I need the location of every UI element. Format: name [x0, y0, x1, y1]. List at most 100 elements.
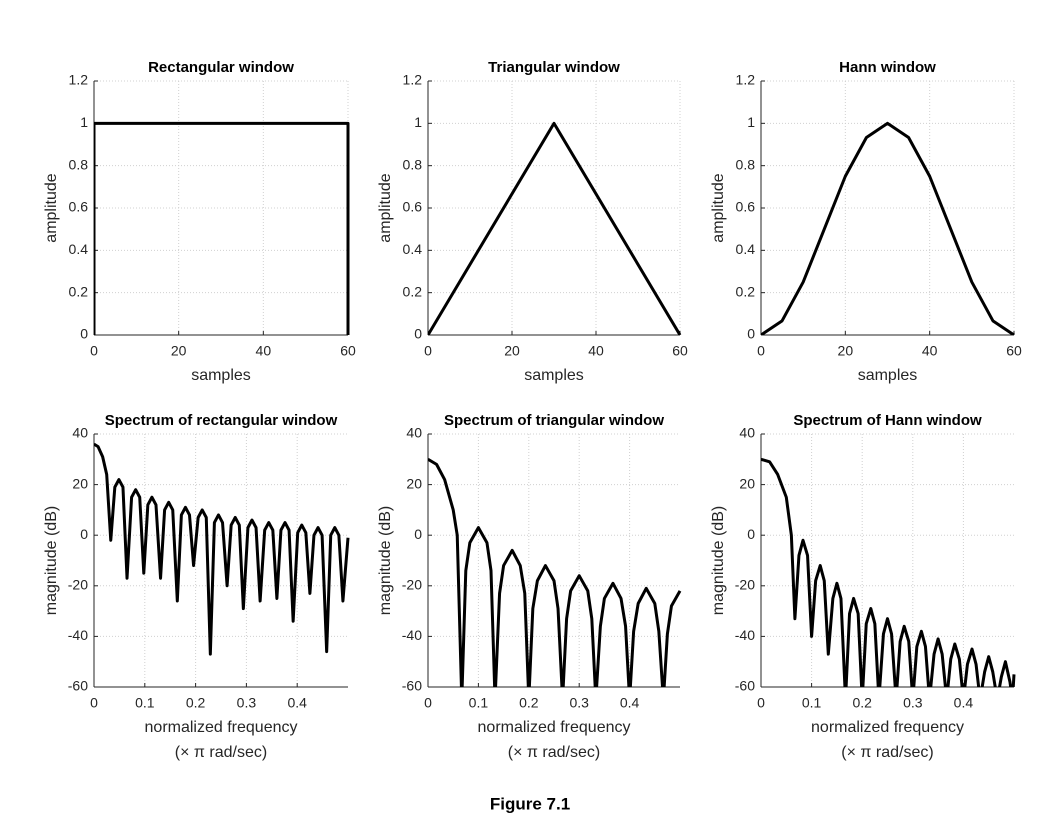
data-line: [428, 458, 682, 687]
y-tick-label: -20: [402, 577, 422, 593]
y-tick-label: -60: [402, 678, 422, 694]
y-axis-label: amplitude: [710, 173, 727, 242]
x-tick-label: 40: [922, 343, 938, 359]
y-tick-label: 0.6: [403, 199, 423, 215]
x-axis-label: samples: [858, 367, 918, 384]
subplot: 0 0.2 0.4 0.6 0.8 1 1.2 0 20 40 60 Triangular windo…: [377, 59, 688, 384]
y-tick-label: 20: [739, 475, 755, 491]
y-tick-label: 0: [747, 526, 755, 542]
subplot: -60 -40 -20 0 20 40 0 0.1 0.2 0.3 0.4 Spectrum of r…: [43, 412, 350, 761]
y-axis-label: magnitude (dB): [43, 506, 60, 615]
y-tick-label: 0: [414, 326, 422, 342]
x-tick-label: 0.2: [519, 695, 539, 711]
x-tick-label: 0.1: [135, 695, 155, 711]
data-line: [428, 121, 682, 335]
y-axis-label: magnitude (dB): [710, 506, 727, 615]
y-tick-label: 0.4: [736, 241, 756, 257]
y-tick-label: 40: [406, 425, 422, 441]
subplot: 0 0.2 0.4 0.6 0.8 1 1.2 0 20 40 60 Rectangular wind…: [43, 59, 356, 384]
y-tick-label: 20: [72, 475, 88, 491]
x-tick-label: 60: [340, 343, 356, 359]
y-tick-label: 0.4: [69, 241, 89, 257]
x-tick-label: 0.2: [852, 695, 872, 711]
y-tick-label: 0: [80, 526, 88, 542]
x-axis-label: normalized frequency: [145, 719, 298, 736]
y-tick-label: 1.2: [69, 72, 89, 88]
y-tick-label: -60: [68, 678, 88, 694]
y-tick-label: 1: [414, 114, 422, 130]
x-tick-label: 20: [838, 343, 854, 359]
x-tick-label: 0: [90, 343, 98, 359]
y-axis-label: amplitude: [377, 173, 394, 242]
chart-title: Spectrum of Hann window: [793, 412, 982, 429]
figure-caption: Figure 7.1: [490, 794, 570, 813]
y-tick-label: 0.6: [736, 199, 756, 215]
y-tick-label: 0.2: [69, 283, 89, 299]
x-tick-label: 0.3: [903, 695, 923, 711]
y-tick-label: 20: [406, 475, 422, 491]
y-tick-label: -20: [68, 577, 88, 593]
data-line: [761, 457, 1016, 687]
x-tick-label: 40: [256, 343, 272, 359]
x-tick-label: 60: [1006, 343, 1022, 359]
x-axis-label: samples: [524, 367, 584, 384]
x-axis-label: normalized frequency: [811, 719, 964, 736]
x-tick-label: 0: [424, 343, 432, 359]
y-tick-label: 0: [747, 326, 755, 342]
y-tick-label: 0.4: [403, 241, 423, 257]
y-tick-label: -40: [735, 627, 755, 643]
x-axis-label: (× π rad/sec): [175, 744, 267, 761]
y-tick-label: 1.2: [736, 72, 756, 88]
x-axis-label: (× π rad/sec): [841, 744, 933, 761]
data-line: [94, 442, 350, 656]
x-tick-label: 0: [90, 695, 98, 711]
subplot: 0 0.2 0.4 0.6 0.8 1 1.2 0 20 40 60 Hann window sampl…: [710, 59, 1022, 384]
x-tick-label: 0.3: [569, 695, 589, 711]
subplot: -60 -40 -20 0 20 40 0 0.1 0.2 0.3 0.4 Spectrum of t…: [377, 412, 682, 761]
y-tick-label: 0: [414, 526, 422, 542]
x-tick-label: 40: [588, 343, 604, 359]
y-tick-label: 0.8: [69, 156, 89, 172]
x-tick-label: 0: [424, 695, 432, 711]
x-tick-label: 0.1: [802, 695, 822, 711]
y-tick-label: 0.8: [403, 156, 423, 172]
y-tick-label: 1: [747, 114, 755, 130]
x-axis-label: samples: [191, 367, 251, 384]
y-tick-label: 40: [72, 425, 88, 441]
chart-title: Triangular window: [488, 59, 620, 76]
chart-title: Spectrum of rectangular window: [105, 412, 338, 429]
x-tick-label: 0: [757, 695, 765, 711]
x-axis-label: (× π rad/sec): [508, 744, 600, 761]
x-tick-label: 0.3: [237, 695, 257, 711]
x-tick-label: 60: [672, 343, 688, 359]
y-tick-label: 0.2: [403, 283, 423, 299]
y-tick-label: -60: [735, 678, 755, 694]
y-tick-label: -40: [68, 627, 88, 643]
y-tick-label: 0.2: [736, 283, 756, 299]
y-tick-label: -20: [735, 577, 755, 593]
x-axis-label: normalized frequency: [478, 719, 631, 736]
y-tick-label: 0: [80, 326, 88, 342]
y-tick-label: 0.8: [736, 156, 756, 172]
x-tick-label: 0.4: [287, 695, 307, 711]
x-tick-label: 0.4: [954, 695, 974, 711]
x-tick-label: 20: [171, 343, 187, 359]
chart-title: Spectrum of triangular window: [444, 412, 664, 429]
y-tick-label: 0.6: [69, 199, 89, 215]
y-axis-label: amplitude: [43, 173, 60, 242]
chart-title: Hann window: [839, 59, 936, 76]
x-tick-label: 0.1: [469, 695, 489, 711]
x-tick-label: 0.4: [620, 695, 640, 711]
y-axis-label: magnitude (dB): [377, 506, 394, 615]
y-tick-label: 1.2: [403, 72, 423, 88]
chart-title: Rectangular window: [148, 59, 294, 76]
x-tick-label: 0: [757, 343, 765, 359]
subplot: -60 -40 -20 0 20 40 0 0.1 0.2 0.3 0.4 Spectrum of H…: [710, 412, 1016, 761]
y-tick-label: -40: [402, 627, 422, 643]
data-line: [761, 121, 1015, 335]
y-tick-label: 1: [80, 114, 88, 130]
x-tick-label: 0.2: [186, 695, 206, 711]
data-line: [94, 121, 350, 335]
